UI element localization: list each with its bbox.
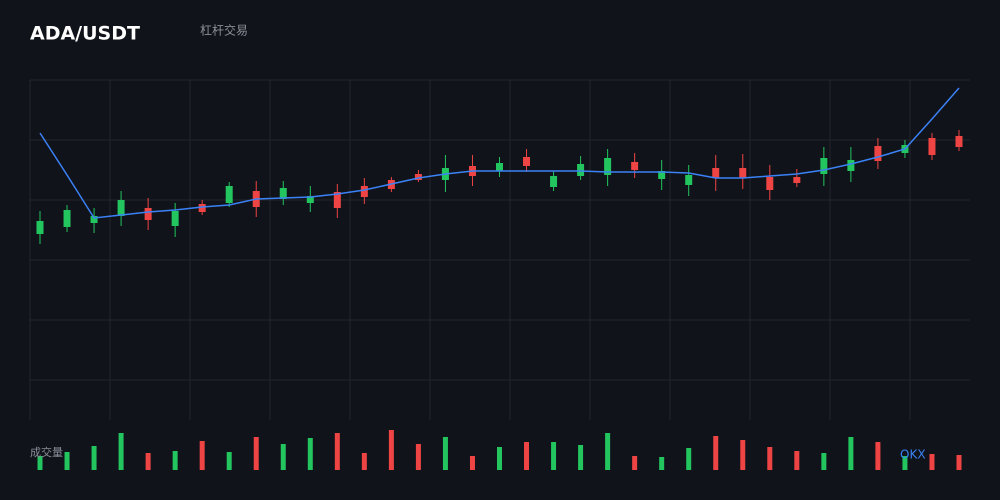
candle-body	[306, 196, 314, 203]
candle-body	[847, 160, 855, 171]
volume-bar	[659, 457, 665, 470]
candle-body	[631, 162, 639, 170]
candle-body	[928, 138, 936, 155]
candle-body	[523, 157, 531, 166]
candle-body	[279, 188, 287, 199]
candle-body	[144, 208, 152, 220]
volume-bar	[469, 456, 475, 470]
candle-body	[171, 211, 179, 226]
volume-bar	[64, 452, 70, 470]
volume-bar	[361, 453, 367, 470]
candle-body	[577, 164, 585, 176]
volume-bar	[578, 445, 584, 470]
volume-bar	[172, 451, 178, 470]
volume-bar	[253, 437, 259, 470]
volume-bar	[740, 440, 746, 470]
candle-body	[414, 174, 422, 180]
candle-body	[550, 176, 558, 187]
grid	[29, 79, 970, 420]
candle-body	[333, 192, 341, 208]
volume-bar	[226, 452, 232, 470]
volume-bar	[605, 433, 611, 470]
volume-bar	[145, 453, 151, 470]
candle-body	[658, 171, 666, 179]
candle-body	[36, 221, 44, 234]
volume-bar	[307, 438, 313, 470]
volume-bar	[118, 433, 124, 470]
volume-label: 成交量	[30, 445, 63, 459]
volume-bar	[199, 441, 205, 470]
volume-bar	[524, 442, 530, 470]
candle-body	[739, 168, 747, 178]
volume-bar	[551, 442, 557, 470]
volume-bar	[875, 442, 881, 470]
candle-body	[496, 163, 503, 171]
candle-body	[198, 204, 206, 212]
candle-body	[766, 177, 774, 190]
volume-bar	[848, 437, 854, 470]
volume-bar	[929, 454, 935, 470]
volume-bar	[686, 448, 692, 470]
candle-body	[685, 175, 693, 185]
candle-body	[604, 158, 612, 175]
volume-bar	[334, 433, 340, 470]
volume-bar	[388, 430, 394, 470]
volume-bar	[821, 453, 827, 470]
candle-body	[712, 168, 720, 178]
volume-bar	[91, 446, 97, 470]
volume-bar	[794, 451, 800, 470]
candle-body	[63, 210, 71, 227]
volume-bar	[497, 447, 502, 470]
candle-body	[820, 158, 828, 174]
candle-body	[793, 177, 801, 183]
candle-body	[225, 186, 233, 203]
volume-bar	[37, 456, 43, 470]
volume-bar	[902, 456, 908, 470]
candle-body	[360, 186, 368, 197]
volume-bar	[767, 447, 773, 470]
ma-line	[39, 87, 960, 219]
candle-body	[955, 136, 963, 147]
volume-bar	[632, 456, 638, 470]
volume-bar	[713, 436, 719, 470]
volume-bar	[956, 455, 962, 470]
chart-title: ADA/USDT	[30, 23, 140, 45]
volume-bar	[280, 444, 286, 470]
volume-bar	[442, 437, 448, 470]
candle-body	[90, 216, 98, 223]
candle-body	[117, 200, 125, 216]
plot	[36, 87, 963, 470]
chart-subtitle: 杠杆交易	[200, 23, 248, 38]
volume-bar	[415, 444, 421, 470]
candle-body	[874, 146, 882, 161]
watermark: OKX	[900, 448, 926, 462]
